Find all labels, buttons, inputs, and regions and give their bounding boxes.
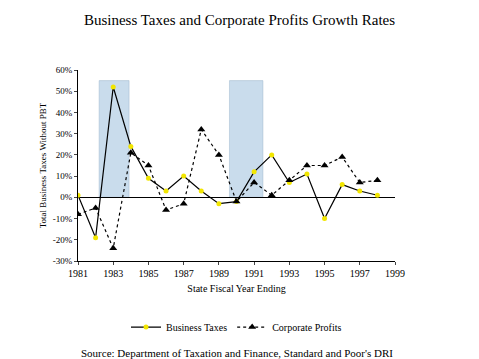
svg-text:Source: Department of Taxation: Source: Department of Taxation and Finan… [81, 347, 393, 359]
svg-text:1997: 1997 [350, 268, 370, 279]
svg-text:1995: 1995 [315, 268, 335, 279]
svg-text:1993: 1993 [279, 268, 299, 279]
svg-text:30%: 30% [56, 129, 73, 139]
svg-text:50%: 50% [56, 86, 73, 96]
svg-text:-30%: -30% [53, 256, 73, 266]
svg-text:1985: 1985 [138, 268, 158, 279]
svg-text:1987: 1987 [174, 268, 194, 279]
svg-text:1983: 1983 [103, 268, 123, 279]
svg-text:1989: 1989 [209, 268, 229, 279]
svg-text:-20%: -20% [53, 235, 73, 245]
svg-text:40%: 40% [56, 108, 73, 118]
svg-text:-10%: -10% [53, 214, 73, 224]
svg-text:Total Business Taxes Without P: Total Business Taxes Without PBT [38, 102, 48, 228]
svg-text:Business Taxes: Business Taxes [166, 322, 227, 333]
svg-text:60%: 60% [56, 65, 73, 75]
svg-text:Business Taxes and Corporate P: Business Taxes and Corporate Profits Gro… [84, 12, 395, 28]
svg-text:10%: 10% [56, 171, 73, 181]
svg-text:1981: 1981 [68, 268, 88, 279]
svg-text:0%: 0% [60, 192, 73, 202]
svg-text:State Fiscal Year Ending: State Fiscal Year Ending [187, 283, 285, 294]
svg-text:Corporate Profits: Corporate Profits [272, 322, 341, 333]
svg-text:20%: 20% [56, 150, 73, 160]
svg-text:1991: 1991 [244, 268, 264, 279]
svg-text:1999: 1999 [385, 268, 405, 279]
